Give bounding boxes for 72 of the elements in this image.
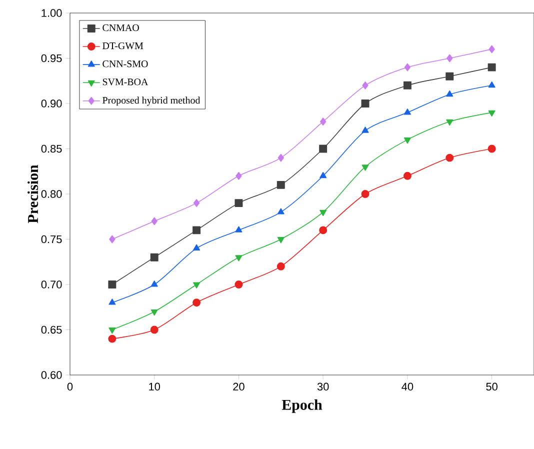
- point: [277, 208, 284, 214]
- point: [234, 280, 243, 288]
- point: [488, 144, 496, 153]
- point: [446, 119, 454, 126]
- x-axis-title: Epoch: [282, 399, 322, 413]
- y-tick-label: 0.80: [41, 190, 62, 198]
- point: [151, 217, 158, 226]
- y-axis-title: Precision: [28, 164, 38, 224]
- y-tick-label: 0.95: [41, 54, 62, 62]
- point: [403, 81, 412, 90]
- point: [234, 199, 243, 208]
- point: [193, 199, 200, 208]
- x-tick-label: 40: [402, 382, 414, 391]
- point: [108, 328, 116, 334]
- y-tick-label: 0.90: [41, 100, 62, 108]
- point: [108, 334, 116, 343]
- point: [488, 81, 496, 88]
- legend-label: DT-GWM: [102, 42, 144, 50]
- point: [108, 298, 116, 305]
- point: [488, 45, 495, 54]
- point: [192, 298, 201, 307]
- point: [404, 63, 411, 72]
- point: [276, 262, 285, 270]
- y-tick-label: 0.85: [41, 144, 62, 153]
- point: [235, 226, 242, 232]
- point: [446, 90, 454, 97]
- point: [193, 244, 200, 250]
- point: [319, 144, 328, 153]
- x-tick-label: 20: [233, 382, 244, 391]
- x-tick-label: 50: [486, 382, 498, 391]
- legend-label: CNN-SMO: [102, 60, 148, 68]
- point: [361, 100, 370, 108]
- point: [320, 210, 327, 216]
- legend-label: CNMAO: [102, 24, 139, 32]
- point: [361, 190, 370, 198]
- point: [278, 154, 284, 162]
- y-tick-label: 0.60: [41, 371, 62, 379]
- point: [235, 255, 242, 262]
- point: [150, 309, 158, 316]
- point: [109, 235, 116, 244]
- point: [108, 280, 116, 288]
- point: [277, 237, 284, 244]
- point: [488, 110, 496, 117]
- point: [193, 282, 200, 288]
- x-tick-label: 30: [317, 382, 329, 391]
- y-tick-label: 0.65: [41, 326, 62, 334]
- point: [488, 63, 496, 72]
- x-tick-label: 10: [149, 382, 160, 391]
- legend-label: SVM-BOA: [102, 78, 148, 86]
- point: [320, 118, 326, 126]
- point: [150, 326, 158, 334]
- x-tick-label: 0: [67, 382, 73, 391]
- point: [150, 253, 158, 262]
- point: [446, 154, 454, 162]
- point: [446, 54, 453, 62]
- y-tick-label: 1.00: [42, 9, 62, 17]
- point: [150, 280, 158, 287]
- y-tick-label: 0.70: [41, 280, 62, 288]
- point: [446, 72, 454, 80]
- y-tick-label: 0.75: [41, 235, 62, 244]
- point: [276, 180, 285, 189]
- point: [320, 172, 327, 178]
- point: [319, 226, 328, 234]
- legend-label: Proposed hybrid method: [102, 96, 200, 106]
- point: [362, 164, 369, 171]
- point: [404, 138, 411, 144]
- point: [362, 81, 368, 90]
- point: [403, 172, 412, 180]
- point: [192, 226, 201, 234]
- point: [236, 172, 242, 180]
- point: [404, 108, 411, 115]
- point: [362, 126, 369, 133]
